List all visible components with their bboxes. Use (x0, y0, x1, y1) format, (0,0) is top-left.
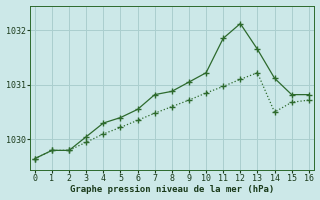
X-axis label: Graphe pression niveau de la mer (hPa): Graphe pression niveau de la mer (hPa) (70, 185, 274, 194)
